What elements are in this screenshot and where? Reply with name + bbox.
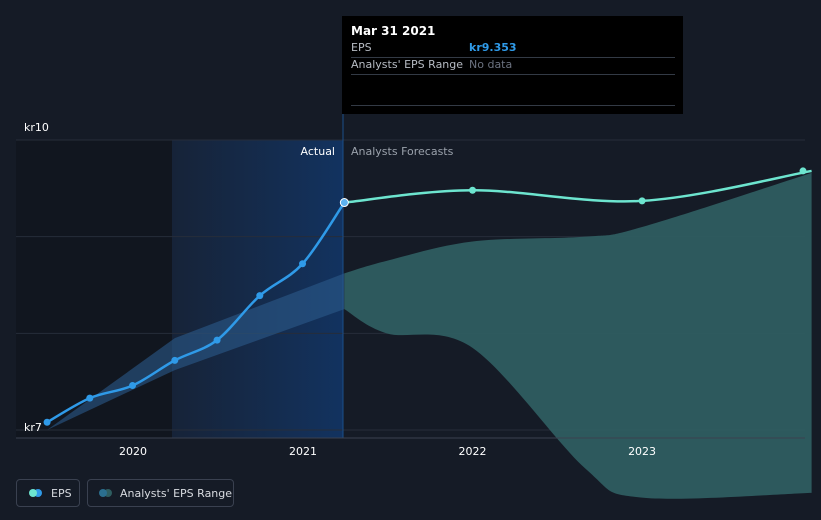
tooltip-range-row: Analysts' EPS Range No data [351,57,675,75]
eps-point [129,382,137,390]
eps-forecast-line [344,169,812,204]
tooltip-eps-value: kr9.353 [469,41,517,54]
legend-range-dot-front [99,489,107,497]
legend-eps-label: EPS [51,487,72,500]
tooltip-eps-label: EPS [351,41,372,54]
legend-range-label: Analysts' EPS Range [120,487,233,500]
x-tick-label: 2022 [459,445,487,458]
eps-point [339,198,349,208]
actual-label: Actual [301,145,335,158]
legend-eps-dot-back [34,489,42,497]
eps-point [43,418,51,426]
x-tick-label: 2020 [119,445,147,458]
eps-point [256,292,264,300]
legend-eps-button[interactable]: EPS [16,479,80,507]
tooltip: Mar 31 2021 EPS kr9.353 Analysts' EPS Ra… [342,16,683,114]
tooltip-range-value: No data [469,58,513,71]
eps-point [299,260,307,268]
eps-point [86,394,94,402]
eps-forecast-point [469,186,477,194]
y-tick-label-bottom: kr7 [24,421,42,434]
eps-range-forecast-area [344,172,812,499]
eps-forecast-point [638,197,646,205]
legend-range-button[interactable]: Analysts' EPS Range [87,479,234,507]
tooltip-divider [351,105,675,106]
eps-point [213,336,221,344]
x-tick-label: 2021 [289,445,317,458]
legend-range-dot-back [104,489,112,497]
tooltip-range-label: Analysts' EPS Range [351,58,464,71]
x-tick-labels: 2020 2021 2022 2023 [119,445,656,458]
eps-forecast-points [469,167,807,205]
eps-points [43,198,349,426]
forecast-label: Analysts Forecasts [351,145,454,158]
eps-point [171,356,179,364]
eps-forecast-point [799,167,807,175]
y-tick-label-top: kr10 [24,121,49,134]
legend-eps-dot-front [29,489,37,497]
tooltip-date: Mar 31 2021 [351,24,436,38]
x-tick-label: 2023 [628,445,656,458]
tooltip-eps-row: EPS kr9.353 [351,40,675,58]
plot-background-darker [16,140,172,438]
